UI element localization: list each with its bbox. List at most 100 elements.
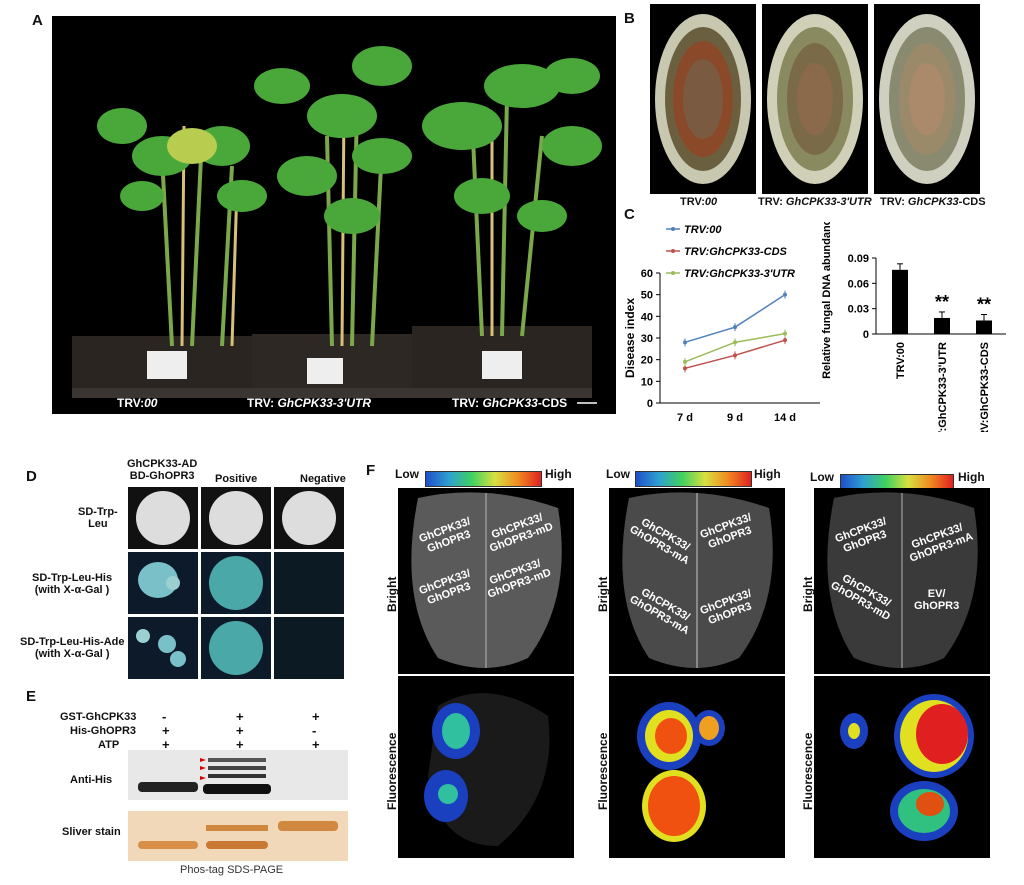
bar [976,320,992,334]
sign-r3c2: + [236,737,244,752]
sign-r1c2: + [236,709,244,724]
sign-r1c1: - [162,709,167,724]
significance-mark: ** [977,294,991,314]
bar-category-label: TRV:GhCPK33-3'UTR [937,342,949,432]
line-xtick-label: 7 d [677,412,693,424]
panel-b-letter: B [624,10,635,27]
series-line [684,294,786,344]
panel-d-row-1: SD-Trp- Leu [78,506,118,530]
panel-b-label-1: TRV:00 [680,196,718,208]
data-point [733,325,737,330]
scale1-low: Low [395,467,419,481]
leaf2-fluor-label: Fluorescence [596,732,610,810]
colony-plate-r2c1 [128,552,198,614]
panel-d-letter: D [26,468,37,485]
data-point [683,359,687,364]
bar [892,269,908,334]
data-point [733,340,737,345]
panel-b-label-3: TRV: GhCPK33-CDS [880,196,986,208]
data-point [683,366,687,371]
bar-category-label: TRV:GhCPK33-CDS [979,342,991,432]
sign-r2c3: - [312,723,317,738]
legend-marker [671,249,675,253]
panel-a-label-2: TRV: GhCPK33-3'UTR [247,396,371,410]
bar-ylabel: Relative fungal DNA abundance [821,222,833,379]
colony-plate-r1c3 [274,487,344,549]
line-ytick-label: 30 [641,333,653,345]
sign-r3c1: + [162,737,170,752]
scale1-colorbar [425,471,542,487]
line-ylabel: Disease index [623,298,637,378]
sign-r2c1: + [162,723,170,738]
legend-marker [671,227,675,231]
gel-caption: Phos-tag SDS-PAGE [180,864,284,876]
panel-d-row-3: SD-Trp-Leu-His-Ade (with X-α-Gal ) [20,636,125,660]
scale3-low: Low [810,470,834,484]
bar [934,317,950,334]
panel-c-letter: C [624,206,635,223]
leaf1-bright: GhCPK33/GhOPR3 GhCPK33/GhOPR3-mD GhCPK33… [398,488,574,674]
scale1-high: High [545,467,572,481]
panel-e-row-gst: GST-GhCPK33 [60,711,137,723]
line-ytick-label: 50 [641,290,653,302]
silver-stain-gel [128,811,348,861]
anti-his-label: Anti-His [70,774,113,786]
colony-plate-r3c2 [201,617,271,679]
colony-plate-r1c1 [128,487,198,549]
colony-plate-r3c3 [274,617,344,679]
line-ytick-label: 0 [647,398,653,410]
leaf2-fluorescence [609,676,785,858]
data-point [783,331,787,336]
panel-d-colhead-3: Negative [300,473,346,485]
legend-label: TRV:GhCPK33-3'UTR [684,268,795,280]
bar-category-label: TRV:00 [895,342,907,379]
line-xtick-label: 14 d [774,412,796,424]
sign-r3c3: + [312,737,320,752]
bar-ytick-label: 0.09 [848,253,869,265]
leaf2-bright: GhCPK33/GhOPR3-mA GhCPK33/GhOPR3 GhCPK33… [609,488,785,674]
panel-d-row-2: SD-Trp-Leu-His (with X-α-Gal ) [32,572,113,596]
panel-e-row-his: His-GhOPR3 [70,725,137,737]
silver-stain-label: Sliver stain [62,826,121,838]
leaf1-bright-label: Bright [385,576,399,612]
stem-section-2 [762,4,868,194]
scale2-high: High [754,467,781,481]
panel-a-label-3: TRV: GhCPK33-CDS [452,396,568,410]
data-point [783,292,787,297]
colony-plate-r2c3 [274,552,344,614]
cotton-plants-illustration [72,46,602,404]
data-point [783,338,787,343]
panel-f-letter: F [366,462,376,479]
leaf1-fluorescence [398,676,574,858]
panel-a-letter: A [32,12,43,29]
anti-his-western-blot [128,750,348,800]
scale2-colorbar [635,471,752,487]
sign-r2c2: + [236,723,244,738]
line-ytick-label: 10 [641,376,653,388]
leaf2-bright-label: Bright [596,576,610,612]
legend-marker [671,271,675,275]
line-ytick-label: 60 [641,268,653,280]
colony-plate-r1c2 [201,487,271,549]
leaf3-fluorescence [814,676,990,858]
bar-ytick-label: 0.03 [848,304,869,316]
colony-plate-r3c1 [128,617,198,679]
bar-ytick-label: 0.06 [848,278,869,290]
stem-section-1 [650,4,756,194]
panel-a-label-1: TRV:00 [117,396,158,410]
stem-section-3 [874,4,980,194]
legend-label: TRV:GhCPK33-CDS [684,246,788,258]
leaf3-bright-label: Bright [801,576,815,612]
line-ytick-label: 20 [641,355,653,367]
scale3-high: High [958,470,985,484]
legend-label: TRV:00 [684,224,722,236]
panel-a-plant-photo: TRV:00 TRV: GhCPK33-3'UTR TRV: GhCPK33-C… [52,16,616,414]
disease-index-line-chart: 0 10 20 30 40 50 60 7 d 9 d 14 d Disease index TRV:… [623,224,820,424]
leaf3-bright: GhCPK33/GhOPR3 GhCPK33/GhOPR3-mA GhCPK33… [814,488,990,674]
panel-d-colhead-1: GhCPK33-AD BD-GhOPR3 [127,458,198,482]
colony-plate-r2c2 [201,552,271,614]
panel-e-letter: E [26,688,37,705]
bar-ytick-label: 0 [863,329,869,341]
line-xtick-label: 9 d [727,412,743,424]
data-point [733,353,737,358]
